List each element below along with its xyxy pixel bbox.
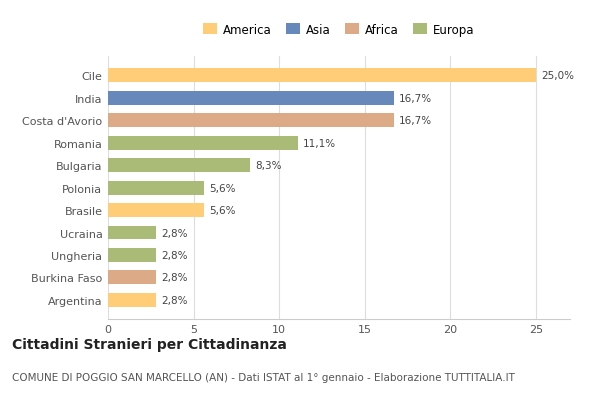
Text: 2,8%: 2,8% <box>161 228 188 238</box>
Bar <box>108 181 204 195</box>
Bar <box>108 92 394 106</box>
Text: 2,8%: 2,8% <box>161 273 188 283</box>
Bar <box>108 136 298 150</box>
Text: 8,3%: 8,3% <box>255 161 281 171</box>
Text: 25,0%: 25,0% <box>541 71 574 81</box>
Bar <box>108 248 156 262</box>
Bar <box>108 293 156 307</box>
Text: 2,8%: 2,8% <box>161 250 188 261</box>
Text: 11,1%: 11,1% <box>303 138 336 148</box>
Bar <box>108 159 250 173</box>
Bar <box>108 69 536 83</box>
Text: Cittadini Stranieri per Cittadinanza: Cittadini Stranieri per Cittadinanza <box>12 337 287 351</box>
Legend: America, Asia, Africa, Europa: America, Asia, Africa, Europa <box>201 21 477 39</box>
Text: 5,6%: 5,6% <box>209 183 235 193</box>
Text: 16,7%: 16,7% <box>399 116 432 126</box>
Bar <box>108 226 156 240</box>
Text: 2,8%: 2,8% <box>161 295 188 305</box>
Bar <box>108 114 394 128</box>
Text: 16,7%: 16,7% <box>399 94 432 103</box>
Bar <box>108 271 156 285</box>
Text: COMUNE DI POGGIO SAN MARCELLO (AN) - Dati ISTAT al 1° gennaio - Elaborazione TUT: COMUNE DI POGGIO SAN MARCELLO (AN) - Dat… <box>12 372 515 382</box>
Text: 5,6%: 5,6% <box>209 206 235 216</box>
Bar <box>108 204 204 218</box>
